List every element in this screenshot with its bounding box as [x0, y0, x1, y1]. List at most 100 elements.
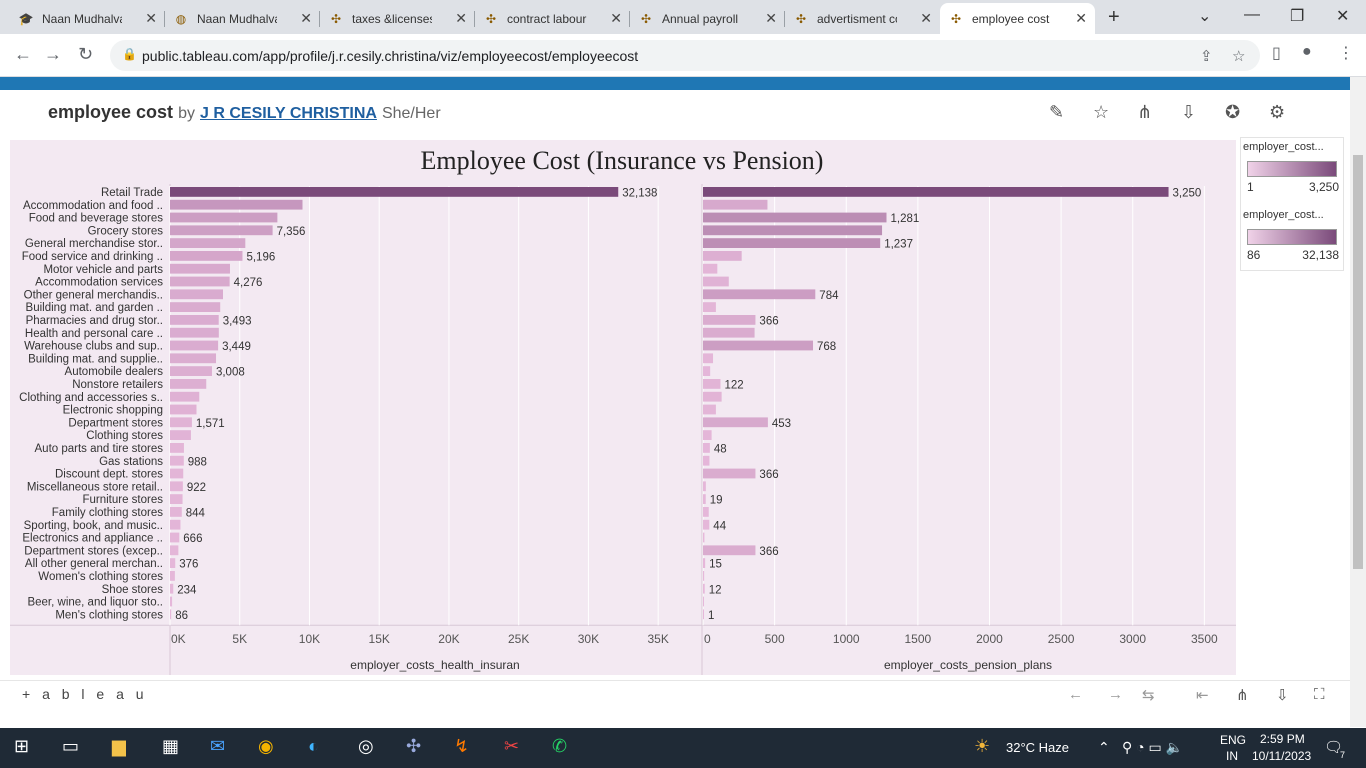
- tick-label: 10K: [299, 632, 320, 646]
- bar: [170, 379, 207, 389]
- language-code[interactable]: ENG: [1220, 733, 1247, 747]
- clock-date[interactable]: 10/11/2023: [1252, 749, 1312, 763]
- browser-tab[interactable]: 🎓 Naan Mudhalvan ✕: [10, 3, 165, 34]
- data-label: 15: [709, 559, 722, 571]
- new-tab-button[interactable]: +: [1108, 6, 1120, 28]
- category-label: Electronics and appliance ..: [22, 533, 163, 545]
- category-label: Clothing stores: [86, 430, 163, 442]
- tab-close-icon[interactable]: ✕: [765, 10, 777, 26]
- bar: [170, 404, 197, 415]
- tick-label: 2500: [1048, 632, 1075, 646]
- app-icon[interactable]: ↯: [454, 736, 470, 756]
- browser-tab[interactable]: ◍ Naan Mudhalvan ✕: [165, 3, 320, 34]
- bar: [703, 212, 887, 223]
- data-label: 19: [710, 495, 723, 507]
- weather-text[interactable]: 32°C Haze: [1006, 740, 1070, 755]
- minimize-icon[interactable]: —: [1244, 6, 1260, 23]
- tray-icons[interactable]: ⚲ ◔ ▭ 🔈: [1122, 739, 1184, 755]
- bar: [703, 238, 881, 248]
- restore-icon[interactable]: ❐: [1290, 8, 1305, 25]
- close-window-icon[interactable]: ✕: [1336, 8, 1350, 25]
- tab-close-icon[interactable]: ✕: [920, 10, 932, 26]
- browser-tab[interactable]: ✣ taxes &licenses | ✕: [320, 3, 475, 34]
- bar: [170, 455, 184, 466]
- profile-avatar-icon[interactable]: ●: [1302, 43, 1312, 60]
- favorite-star-icon[interactable]: ☆: [1093, 102, 1110, 122]
- settings-gear-icon[interactable]: ⚙: [1269, 102, 1286, 122]
- share-footer-icon[interactable]: ⋔: [1236, 687, 1249, 704]
- tableau-app-icon[interactable]: ✣: [406, 736, 422, 756]
- back-icon[interactable]: ←: [14, 44, 32, 64]
- forward-icon[interactable]: →: [44, 44, 62, 64]
- task-view-icon[interactable]: ▭: [62, 736, 80, 756]
- browser-tab[interactable]: ✣ Annual payroll | ✕: [630, 3, 785, 34]
- tab-close-icon[interactable]: ✕: [610, 10, 622, 26]
- share-icon[interactable]: ⇪: [1200, 48, 1213, 65]
- store-icon[interactable]: ▦: [162, 736, 180, 756]
- mail-icon[interactable]: ✉: [210, 736, 226, 756]
- scrollbar-thumb[interactable]: [1353, 155, 1363, 569]
- badge-icon[interactable]: ✪: [1225, 102, 1241, 122]
- bar: [170, 468, 184, 479]
- windows-start-icon[interactable]: ⊞: [14, 736, 30, 756]
- app2-icon[interactable]: ✂: [504, 736, 520, 756]
- author-link[interactable]: J R CESILY CHRISTINA: [200, 105, 377, 122]
- chrome-profile-icon[interactable]: ◎: [358, 736, 374, 756]
- file-explorer-icon[interactable]: ▆: [112, 736, 126, 756]
- viz-by: by: [178, 105, 195, 122]
- download-footer-icon[interactable]: ⇩: [1276, 687, 1289, 704]
- bar: [703, 583, 705, 594]
- menu-kebab-icon[interactable]: ⋮: [1338, 45, 1354, 62]
- tableau-logo[interactable]: + a b l e a u: [22, 686, 148, 702]
- data-label: 768: [817, 341, 836, 353]
- tab-close-icon[interactable]: ✕: [145, 10, 157, 26]
- browser-tab[interactable]: ✣ contract labour | ✕: [475, 3, 630, 34]
- bar: [703, 455, 710, 466]
- tick-label: 3000: [1119, 632, 1146, 646]
- redo-icon[interactable]: →: [1108, 686, 1123, 703]
- undo-icon[interactable]: ←: [1068, 686, 1083, 703]
- browser-tab-strip: 🎓 Naan Mudhalvan ✕ ◍ Naan Mudhalvan ✕ ✣ taxes &…: [0, 0, 1366, 34]
- notification-icon[interactable]: 🗨: [1324, 739, 1344, 756]
- reload-icon[interactable]: ↻: [78, 44, 94, 64]
- bar: [170, 340, 219, 351]
- tick-label: 0K: [171, 632, 186, 646]
- legend-max: 3,250: [1308, 180, 1339, 194]
- category-label: Electronic shopping: [63, 405, 163, 417]
- clock-time[interactable]: 2:59 PM: [1260, 732, 1305, 746]
- bar: [170, 391, 200, 402]
- category-label: All other general merchan..: [25, 558, 163, 570]
- browser-toolbar: ← → ↻ 🔒 public.tableau.com/app/profile/j…: [0, 34, 1366, 77]
- side-panel-icon[interactable]: ▯: [1272, 45, 1281, 62]
- page-scrollbar[interactable]: [1350, 77, 1366, 727]
- bar: [703, 596, 704, 607]
- tab-close-icon[interactable]: ✕: [1075, 10, 1087, 26]
- tab-search-icon[interactable]: ⌄: [1198, 8, 1212, 25]
- share-viz-icon[interactable]: ⋔: [1137, 102, 1153, 122]
- browser-tab[interactable]: ✣ employee cost | ✕: [940, 3, 1095, 34]
- bookmark-star-icon[interactable]: ☆: [1232, 48, 1246, 65]
- bar: [170, 238, 246, 248]
- tray-chevron-icon[interactable]: ⌃: [1098, 739, 1110, 755]
- data-label: 234: [177, 584, 197, 596]
- data-label: 1: [708, 610, 714, 622]
- browser-tab[interactable]: ✣ advertisment co ✕: [785, 3, 940, 34]
- edit-viz-icon[interactable]: ✎: [1049, 102, 1065, 122]
- fullscreen-icon[interactable]: ⛶: [1314, 686, 1325, 703]
- bar: [170, 558, 176, 568]
- data-label: 784: [819, 290, 839, 302]
- tab-title: taxes &licenses |: [352, 11, 432, 26]
- tab-close-icon[interactable]: ✕: [455, 10, 467, 26]
- edge-icon[interactable]: ◐: [308, 736, 319, 756]
- download-icon[interactable]: ⇩: [1181, 102, 1197, 122]
- reset-icon[interactable]: ⇤: [1196, 687, 1209, 704]
- revert-icon[interactable]: ⇆: [1142, 687, 1155, 704]
- address-bar[interactable]: 🔒 public.tableau.com/app/profile/j.r.ces…: [110, 40, 1260, 71]
- url-text[interactable]: public.tableau.com/app/profile/j.r.cesil…: [142, 48, 639, 64]
- chrome-icon[interactable]: ◉: [258, 736, 274, 756]
- category-label: Nonstore retailers: [72, 379, 163, 391]
- tab-close-icon[interactable]: ✕: [300, 10, 312, 26]
- region-code[interactable]: IN: [1226, 749, 1238, 763]
- whatsapp-icon[interactable]: ✆: [552, 736, 568, 756]
